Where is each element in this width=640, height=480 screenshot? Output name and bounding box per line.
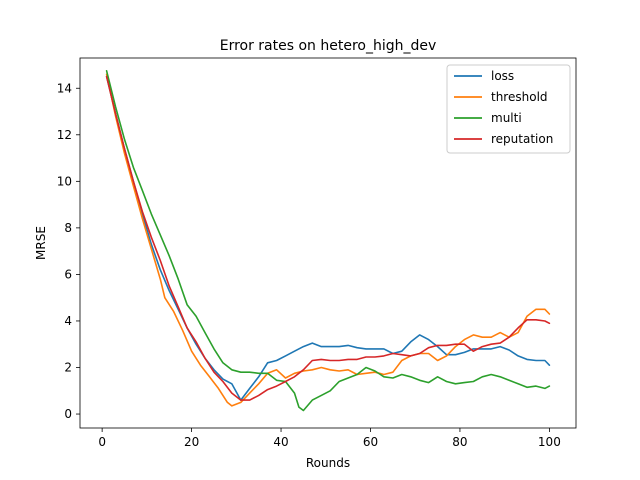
x-tick-label: 0 (98, 435, 106, 449)
plot-frame (79, 57, 577, 429)
y-tick-label: 10 (57, 174, 72, 188)
y-tick-label: 0 (64, 407, 72, 421)
chart-title: Error rates on hetero_high_dev (220, 38, 437, 54)
y-axis-ticks: 0 2 4 6 8 10 12 14 (57, 81, 80, 421)
plot-area (105, 70, 551, 412)
legend-box (446, 64, 571, 154)
y-axis-label: MRSE (34, 226, 48, 260)
x-axis-label: Rounds (306, 456, 350, 470)
x-tick-label: 80 (452, 435, 467, 449)
x-tick-label: 40 (273, 435, 288, 449)
series-line-multi (105, 70, 551, 412)
series-line-reputation (105, 75, 551, 401)
legend: loss threshold multi reputation (446, 64, 571, 154)
x-axis-ticks: 0 20 40 60 80 100 (98, 428, 561, 449)
y-tick-label: 4 (64, 314, 72, 328)
y-tick-label: 12 (57, 128, 72, 142)
y-tick-label: 6 (64, 267, 72, 281)
x-tick-label: 20 (184, 435, 199, 449)
legend-label-reputation: reputation (491, 132, 553, 146)
y-tick-label: 2 (64, 360, 72, 374)
y-tick-label: 8 (64, 221, 72, 235)
x-tick-label: 60 (363, 435, 378, 449)
legend-label-threshold: threshold (491, 90, 548, 104)
y-tick-label: 14 (57, 81, 72, 95)
legend-label-loss: loss (491, 69, 514, 83)
series-line-threshold (105, 73, 551, 407)
x-tick-label: 100 (538, 435, 561, 449)
legend-label-multi: multi (491, 111, 522, 125)
